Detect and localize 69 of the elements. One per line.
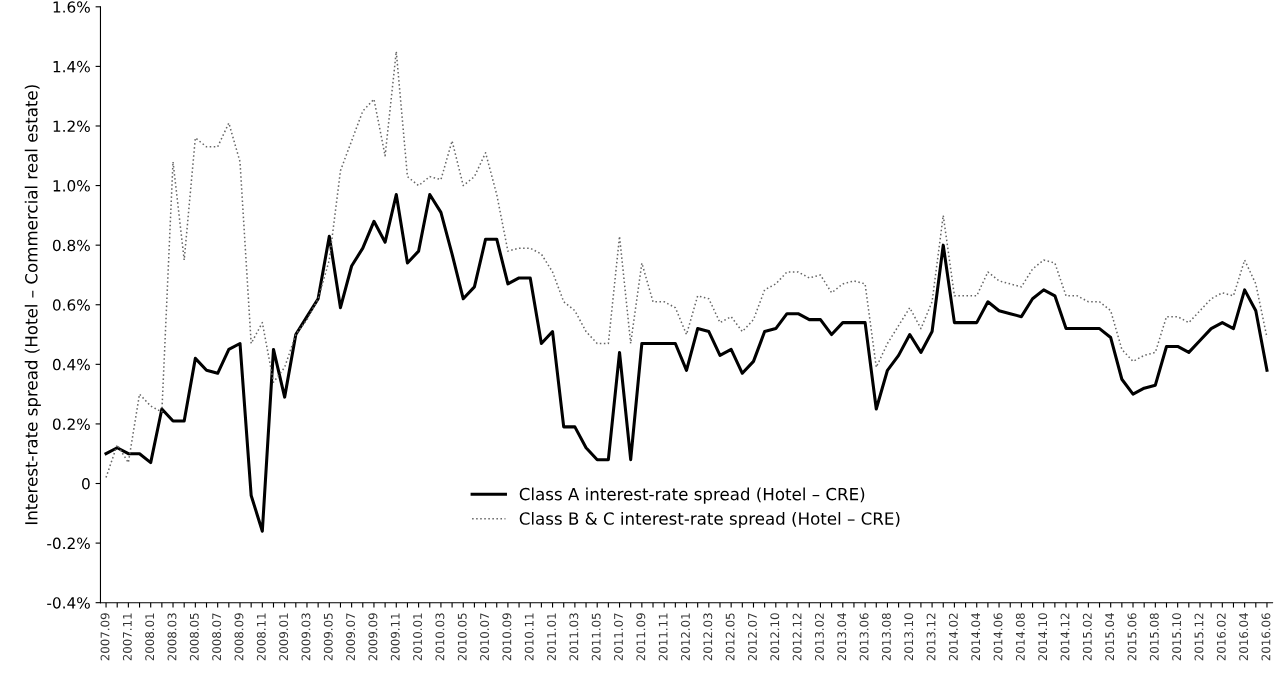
x-tick-label: 2008.11 [256, 613, 266, 661]
x-tick-label: 2013.10 [904, 613, 914, 661]
y-axis-title: Interest-rate spread (Hotel – Commercial real estate) [24, 85, 41, 525]
y-tick-label: 1.2% [53, 120, 90, 133]
x-tick-label: 2008.03 [167, 613, 177, 661]
line-series [104, 192, 1269, 533]
x-tick-label: 2010.07 [480, 613, 489, 661]
y-tick-label: 0.2% [52, 418, 90, 430]
x-tick-label: 2009.05 [323, 613, 333, 661]
y-tick-label: 1.6% [53, 1, 90, 13]
x-tick-label: 2009.01 [279, 613, 289, 661]
x-tick-label: 2011.09 [636, 613, 646, 661]
x-tick-label: 2013.12 [926, 613, 936, 661]
x-tick-label: 2009.11 [390, 613, 400, 661]
x-tick-label: 2013.04 [837, 613, 847, 661]
x-tick-label: 2009.03 [301, 613, 311, 661]
x-tick-label: 2010.11 [524, 613, 534, 661]
x-tick-label: 2008.01 [145, 613, 155, 661]
x-tick-label: 2013.06 [859, 613, 869, 661]
x-tick-label: 2014.02 [948, 613, 958, 661]
y-tick-label: 0 [82, 477, 90, 490]
legend-label: Class B & C interest-rate spread (Hotel – CRE) [519, 511, 900, 529]
x-tick-label: 2014.10 [1038, 613, 1048, 661]
y-tick-label: 1.0% [53, 180, 90, 192]
x-tick-label: 2013.02 [814, 613, 824, 661]
x-tick-label: 2016.06 [1261, 613, 1271, 661]
x-tick-label: 2009.09 [368, 613, 378, 661]
x-tick-label: 2015.08 [1149, 613, 1159, 661]
x-tick-label: 2012.12 [792, 613, 802, 661]
y-tick-label: 0.6% [52, 299, 90, 311]
x-tick-label: 2010.03 [435, 613, 445, 661]
y-tick-label: 0.4% [52, 358, 90, 371]
x-tick-label: 2014.06 [993, 613, 1003, 661]
x-tick-label: 2012.07 [747, 613, 757, 661]
line-series [105, 50, 1268, 479]
x-tick-label: 2011.03 [569, 613, 579, 661]
x-tick-label: 2010.09 [502, 613, 512, 661]
x-tick-label: 2015.04 [1105, 613, 1115, 661]
x-tick-label: 2008.09 [234, 613, 244, 661]
x-tick-label: 2012.03 [703, 613, 713, 661]
x-tick-label: 2011.01 [547, 613, 556, 661]
x-tick-label: 2015.02 [1082, 613, 1092, 661]
x-tick-label: 2015.12 [1194, 613, 1204, 661]
x-tick-label: 2009.07 [346, 613, 356, 661]
x-tick-label: 2010.01 [413, 613, 423, 661]
x-tick-label: 2012.01 [681, 613, 690, 661]
x-tick-label: 2015.10 [1172, 613, 1182, 661]
x-tick-label: 2015.06 [1127, 613, 1137, 661]
x-tick-label: 2014.04 [971, 613, 981, 661]
x-tick-label: 2013.08 [881, 613, 891, 661]
x-tick-label: 2007.09 [100, 613, 110, 661]
y-tick-label: -0.2% [47, 537, 90, 550]
x-tick-label: 2016.02 [1216, 613, 1226, 661]
x-tick-label: 2012.10 [770, 613, 780, 661]
x-tick-label: 2014.08 [1015, 613, 1025, 661]
x-tick-label: 2008.05 [189, 613, 199, 661]
x-tick-label: 2008.07 [212, 613, 222, 661]
y-tick-label: 1.4% [53, 60, 90, 73]
x-tick-label: 2012.05 [725, 613, 735, 661]
x-tick-label: 2016.04 [1239, 613, 1249, 661]
x-tick-label: 2007.11 [122, 613, 132, 661]
x-tick-label: 2014.12 [1060, 613, 1070, 661]
x-tick-label: 2011.11 [658, 613, 668, 661]
y-tick-label: 0.8% [52, 239, 90, 252]
x-tick-label: 2010.05 [457, 613, 467, 661]
x-tick-label: 2011.05 [591, 613, 601, 661]
legend-label: Class A interest-rate spread (Hotel – CRE) [519, 487, 865, 504]
x-tick-label: 2011.07 [614, 613, 623, 661]
y-tick-label: -0.4% [47, 597, 90, 609]
